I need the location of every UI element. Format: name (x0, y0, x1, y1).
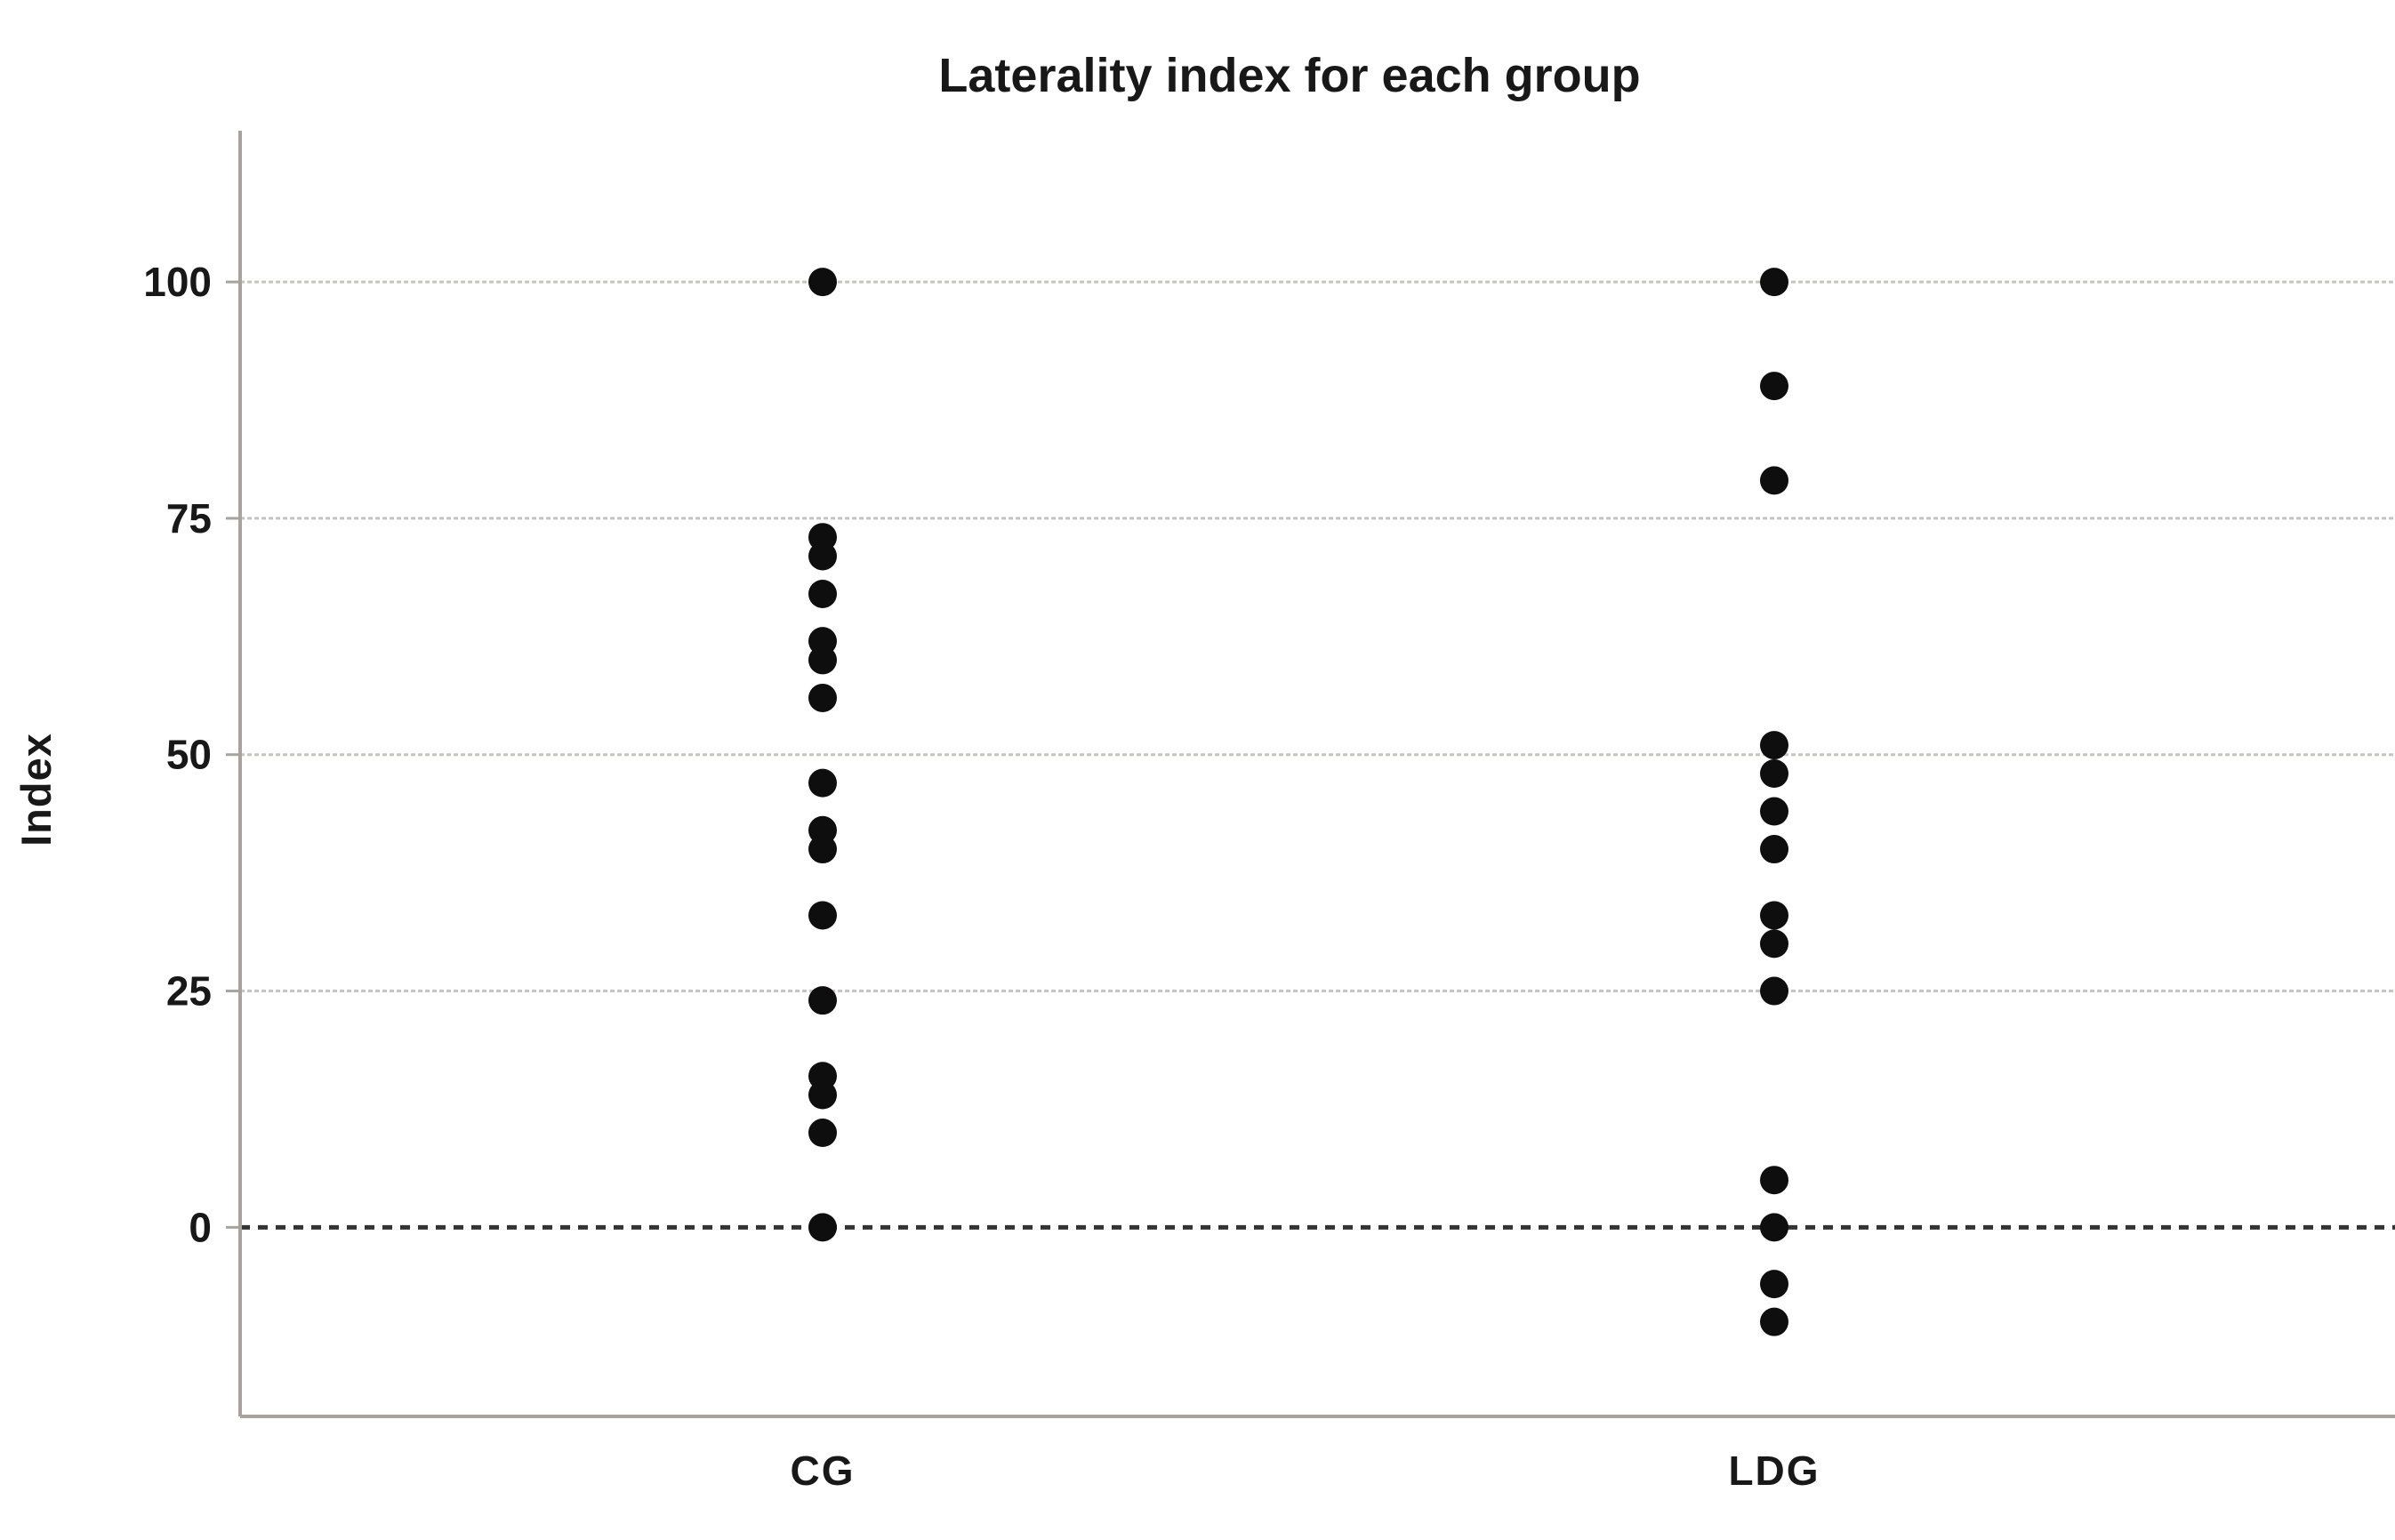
data-point (808, 646, 837, 675)
y-tick-labels: 0 25 50 75 100 (143, 259, 240, 1250)
chart-title: Laterality index for each group (938, 49, 1640, 102)
data-point (808, 1119, 837, 1148)
data-point (808, 768, 837, 798)
data-point (1760, 797, 1788, 826)
y-tick-label: 75 (166, 495, 212, 541)
data-point (1760, 976, 1788, 1006)
data-point (808, 1213, 837, 1242)
y-axis-label: Index (12, 733, 60, 846)
data-point (808, 901, 837, 930)
data-point (1760, 929, 1788, 958)
data-point (1760, 268, 1788, 297)
gridlines (240, 280, 2395, 993)
data-point (1760, 372, 1788, 401)
y-tick-label: 100 (143, 259, 212, 305)
data-point (808, 579, 837, 608)
y-tick-label: 25 (166, 968, 212, 1015)
x-category-label: CG (791, 1448, 856, 1494)
data-point (808, 835, 837, 864)
data-point (1760, 731, 1788, 760)
x-category-label: LDG (1728, 1448, 1820, 1494)
data-points (808, 268, 1788, 1336)
data-point (1760, 1270, 1788, 1299)
data-point (1760, 901, 1788, 930)
data-point (1760, 1213, 1788, 1242)
data-point (1760, 759, 1788, 788)
data-point (1760, 1307, 1788, 1336)
data-point (1760, 466, 1788, 495)
y-tick-label: 50 (166, 732, 212, 778)
data-point (808, 986, 837, 1015)
x-category-labels: CG LDG (791, 1448, 1820, 1494)
data-point (808, 1080, 837, 1110)
data-point (808, 541, 837, 571)
y-tick-label: 0 (189, 1204, 212, 1250)
data-point (808, 683, 837, 712)
axes (238, 131, 2395, 1418)
data-point (1760, 1166, 1788, 1195)
data-point (1760, 835, 1788, 864)
data-point (808, 268, 837, 297)
